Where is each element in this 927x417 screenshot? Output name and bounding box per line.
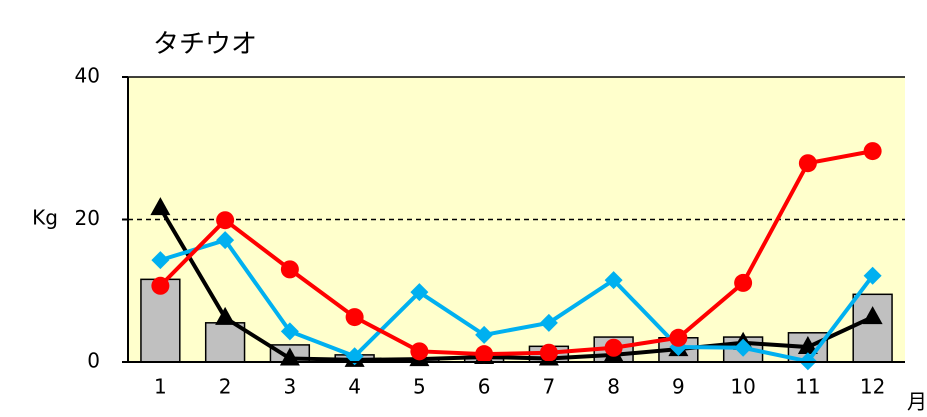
marker	[863, 266, 882, 285]
x-axis-label: 月	[907, 390, 927, 414]
bar	[852, 293, 893, 363]
y-tick-label: 40	[75, 64, 100, 88]
x-tick-label: 1	[154, 375, 167, 399]
marker	[345, 308, 364, 327]
marker	[215, 306, 236, 325]
bar	[204, 322, 246, 363]
x-tick-label: 10	[730, 375, 755, 399]
x-tick-label: 12	[860, 375, 885, 399]
x-tick-label: 11	[795, 375, 820, 399]
marker	[475, 345, 494, 364]
marker	[734, 338, 753, 357]
marker	[216, 211, 235, 230]
marker	[604, 271, 623, 290]
x-tick-label: 4	[348, 375, 361, 399]
marker	[280, 260, 299, 279]
marker	[862, 306, 883, 325]
chart-title: タチウオ	[153, 30, 257, 60]
marker	[410, 342, 429, 361]
x-tick-label: 3	[284, 375, 297, 399]
marker	[150, 197, 171, 216]
x-tick-label: 5	[413, 375, 426, 399]
marker	[539, 343, 558, 362]
marker	[669, 328, 688, 347]
y-tick-label: 0	[87, 349, 100, 373]
x-tick-label: 8	[607, 375, 620, 399]
marker	[151, 251, 170, 270]
marker	[798, 154, 817, 173]
x-tick-label: 6	[478, 375, 491, 399]
marker	[797, 336, 818, 355]
marker	[410, 283, 429, 302]
y-tick-label: 20	[75, 206, 100, 230]
marker	[151, 276, 170, 295]
x-tick-label: 7	[543, 375, 556, 399]
line	[158, 149, 873, 357]
marker	[863, 142, 882, 161]
line	[158, 207, 874, 362]
x-tick-label: 2	[219, 375, 232, 399]
marker	[216, 231, 235, 250]
marker	[345, 347, 364, 366]
marker	[604, 338, 623, 357]
x-tick-label: 9	[672, 375, 685, 399]
y-axis-label: Kg	[32, 206, 58, 230]
marker	[539, 313, 558, 332]
marker	[734, 273, 753, 292]
marker	[279, 347, 300, 366]
marker	[280, 322, 299, 341]
line	[159, 237, 875, 364]
marker	[475, 325, 494, 344]
